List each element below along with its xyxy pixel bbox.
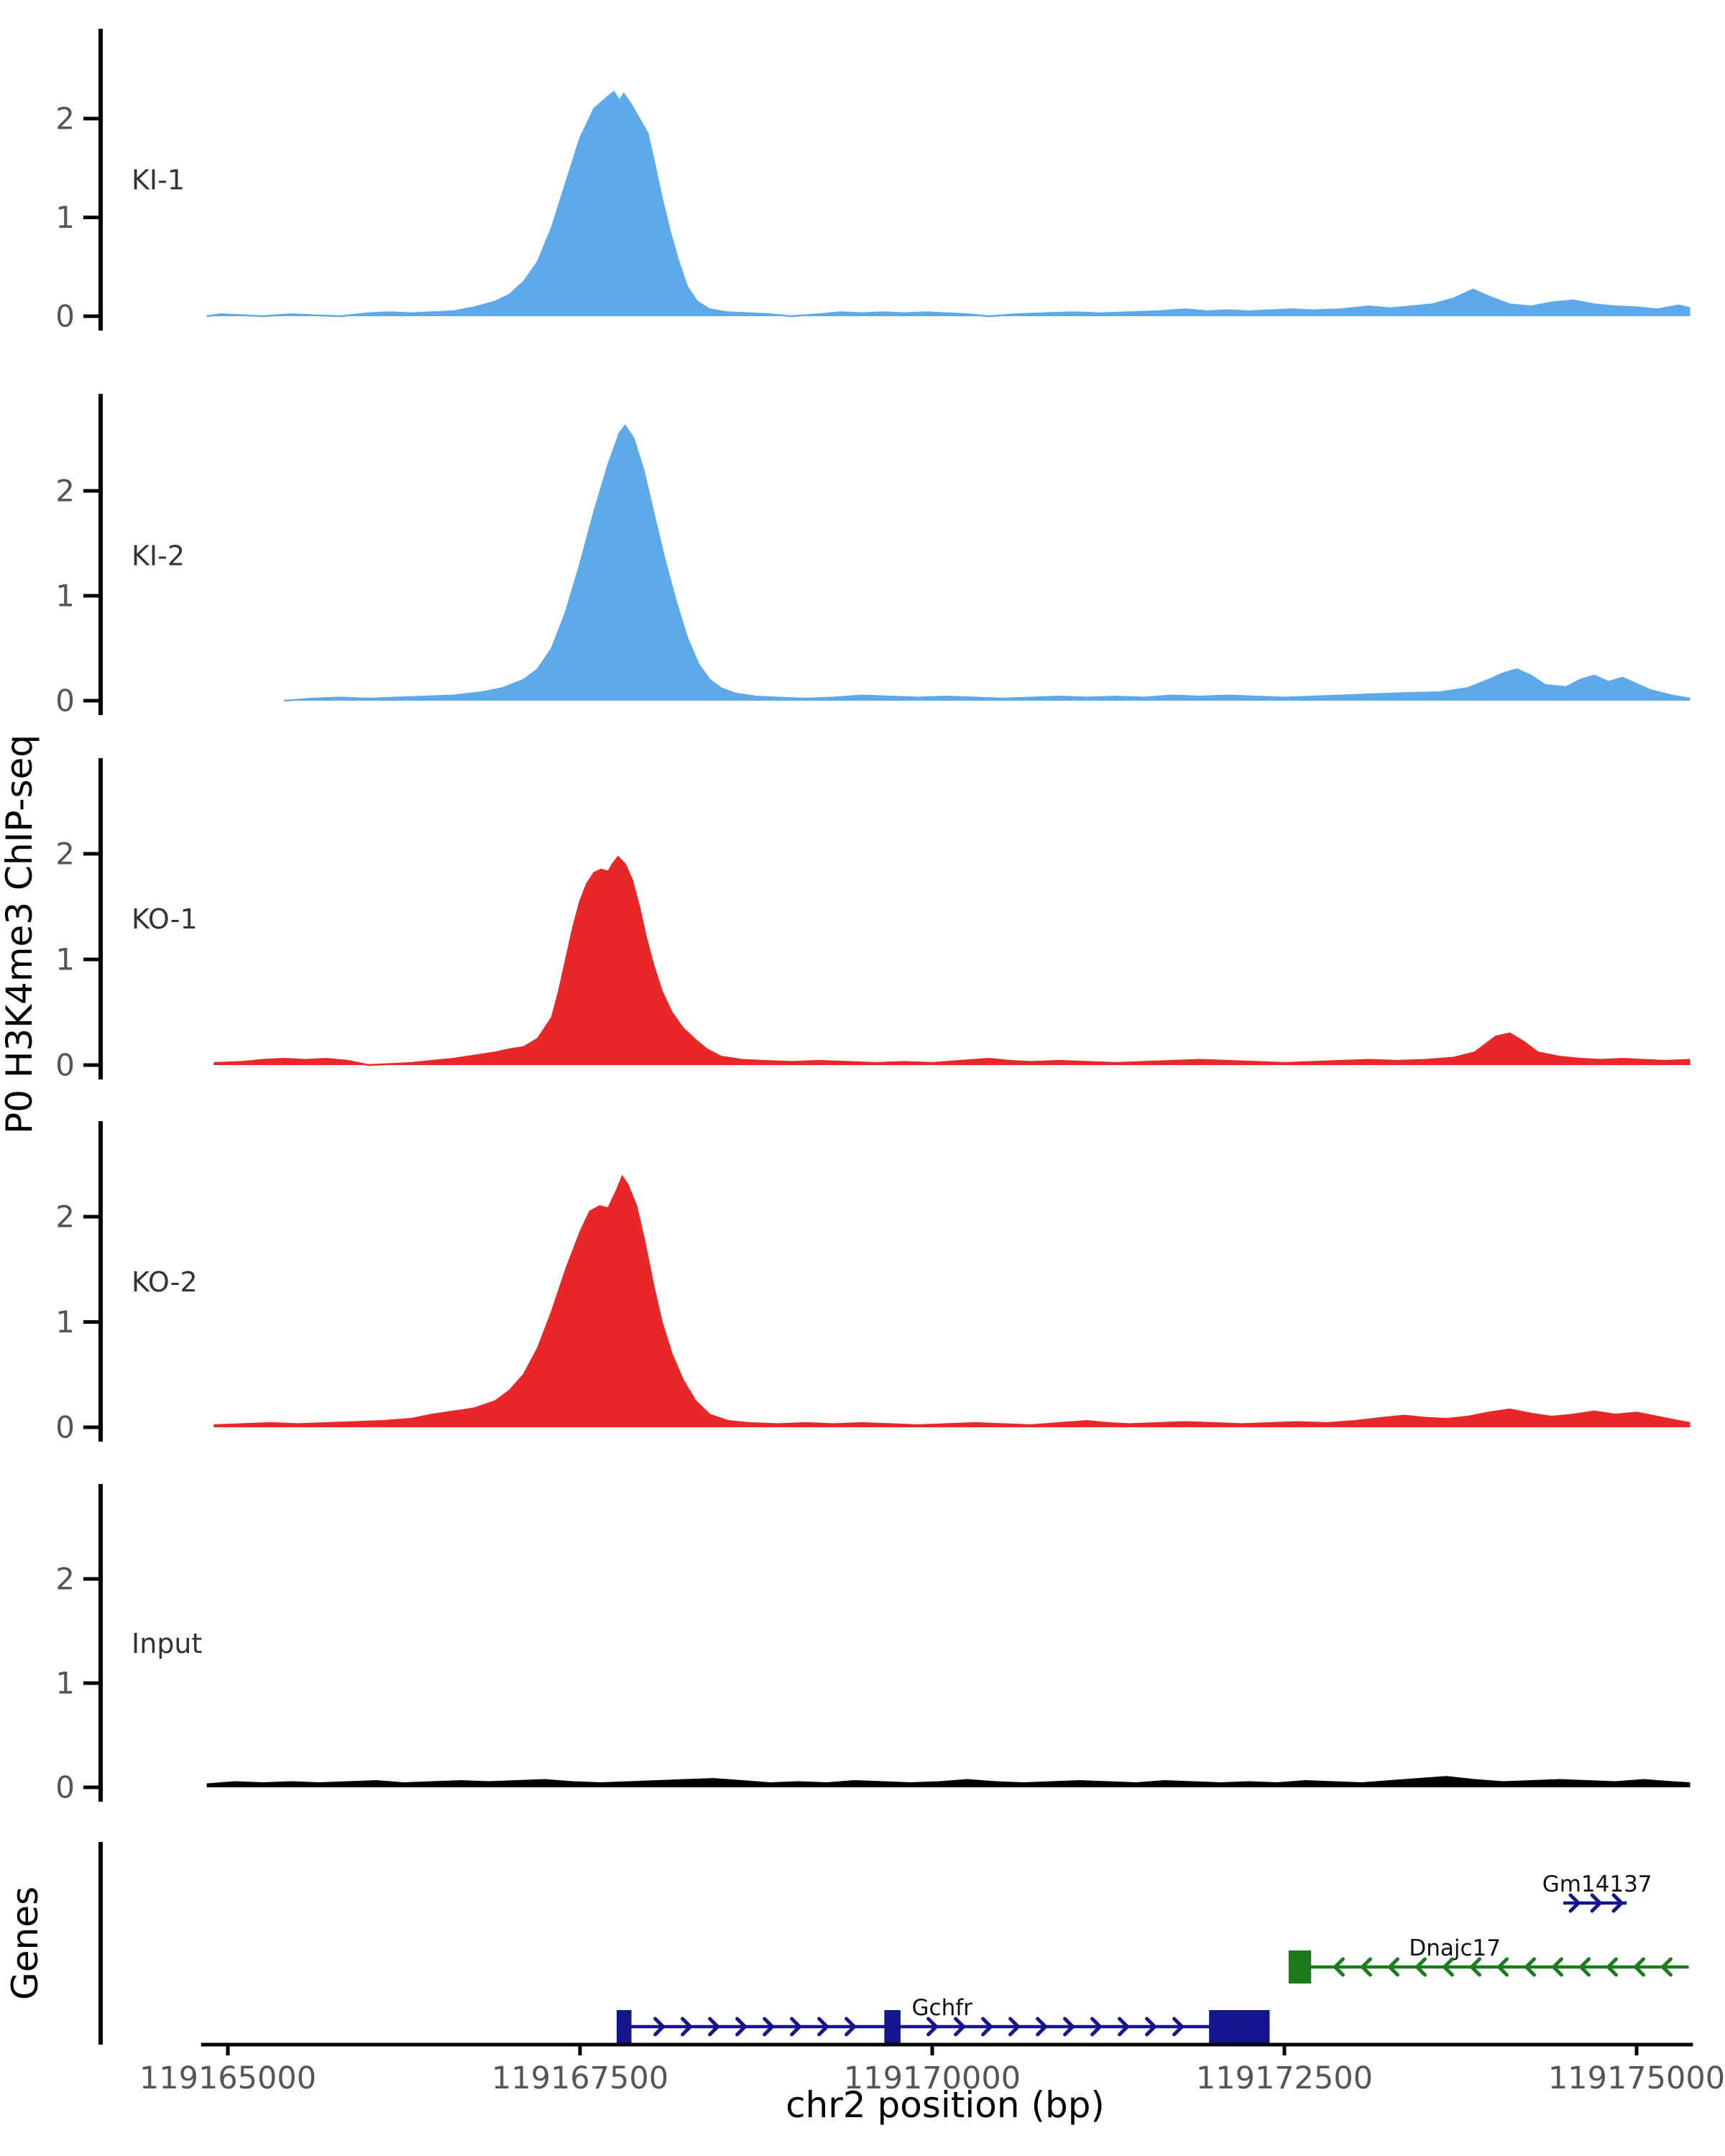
x-tick-label: 119175000 xyxy=(1548,2060,1725,2096)
strand-arrow-right-icon xyxy=(1118,2017,1130,2037)
y-tick-label: 0 xyxy=(55,683,75,719)
x-tick-label: 119170000 xyxy=(844,2060,1021,2096)
y-tick-label: 0 xyxy=(55,1770,75,1805)
signal-outline xyxy=(213,1174,1690,1427)
strand-arrow-right-icon xyxy=(926,2017,939,2037)
strand-arrow-right-icon xyxy=(1036,2017,1048,2037)
strand-arrow-right-icon xyxy=(1090,2017,1103,2037)
strand-arrow-right-icon xyxy=(681,2017,693,2037)
gene-name-label: Dnajc17 xyxy=(1409,1935,1501,1961)
strand-arrow-left-icon xyxy=(1414,1957,1427,1977)
strand-arrow-left-icon xyxy=(1387,1957,1399,1977)
signal-tracks-layer: 0 1 2 KI-1 0 1 2 KI-2 0 1 2 KO-1 0 1 2 KO-2 0 1 2 Input xyxy=(55,29,1690,1805)
strand-arrow-left-icon xyxy=(1333,1957,1345,1977)
track-panel-KI-2: 0 1 2 KI-2 xyxy=(55,394,1690,719)
strand-arrow-right-icon xyxy=(817,2017,829,2037)
track-panel-KI-1: 0 1 2 KI-1 xyxy=(55,29,1690,334)
strand-arrow-left-icon xyxy=(1660,1957,1673,1977)
y-tick-label: 2 xyxy=(55,1562,75,1597)
strand-arrow-left-icon xyxy=(1606,1957,1618,1977)
strand-arrow-right-icon xyxy=(653,2017,666,2037)
gene-Gchfr: Gchfr xyxy=(616,1995,1270,2043)
strand-arrow-left-icon xyxy=(1524,1957,1536,1977)
strand-arrow-right-icon xyxy=(708,2017,720,2037)
signal-area xyxy=(206,91,1690,317)
strand-arrow-right-icon xyxy=(763,2017,775,2037)
strand-arrow-left-icon xyxy=(1578,1957,1591,1977)
x-tick-label: 119172500 xyxy=(1196,2060,1373,2096)
track-label: KI-1 xyxy=(132,164,185,195)
x-axis-layer: 119165000 119167500 119170000 119172500 1191… xyxy=(139,2042,1725,2096)
y-axis-title: P0 H3K4me3 ChIP-seq xyxy=(0,734,40,1134)
strand-arrow-right-icon xyxy=(1063,2017,1075,2037)
y-tick-label: 1 xyxy=(55,1666,75,1701)
signal-outline xyxy=(206,91,1690,318)
x-axis-title: chr2 position (bp) xyxy=(786,2084,1105,2126)
signal-outline xyxy=(284,424,1690,702)
strand-arrow-right-icon xyxy=(981,2017,993,2037)
y-tick-label: 0 xyxy=(55,1410,75,1445)
y-tick-label: 1 xyxy=(55,200,75,235)
x-tick-label: 119167500 xyxy=(492,2060,668,2096)
y-tick-label: 2 xyxy=(55,1199,75,1235)
strand-arrow-right-icon xyxy=(735,2017,748,2037)
gene-name-label: Gchfr xyxy=(912,1995,973,2021)
signal-outline xyxy=(206,1776,1690,1785)
exon-box xyxy=(884,2010,901,2043)
strand-arrow-left-icon xyxy=(1469,1957,1481,1977)
strand-arrow-left-icon xyxy=(1442,1957,1454,1977)
strand-arrow-right-icon xyxy=(954,2017,966,2037)
y-tick-label: 1 xyxy=(55,1304,75,1340)
strand-arrow-right-icon xyxy=(1611,1893,1624,1913)
signal-area xyxy=(284,425,1690,701)
strand-arrow-left-icon xyxy=(1633,1957,1645,1977)
strand-arrow-right-icon xyxy=(1145,2017,1157,2037)
y-tick-label: 1 xyxy=(55,579,75,614)
strand-arrow-left-icon xyxy=(1551,1957,1563,1977)
gene-name-label: Gm14137 xyxy=(1542,1871,1652,1897)
exon-box xyxy=(616,2010,632,2043)
strand-arrow-left-icon xyxy=(1496,1957,1509,1977)
genes-track-layer: Gm14137 Dnajc17 Gchfr xyxy=(98,1842,1689,2045)
y-tick-label: 2 xyxy=(55,837,75,872)
strand-arrow-left-icon xyxy=(1360,1957,1372,1977)
y-tick-label: 2 xyxy=(55,101,75,137)
track-label: Input xyxy=(132,1628,202,1659)
strand-arrow-right-icon xyxy=(1568,1893,1581,1913)
gene-Dnajc17: Dnajc17 xyxy=(1288,1935,1689,1984)
signal-area xyxy=(213,1176,1690,1427)
strand-arrow-right-icon xyxy=(1590,1893,1602,1913)
exon-box xyxy=(1209,2010,1270,2043)
genes-axis-title: Genes xyxy=(4,1886,46,2000)
signal-outline xyxy=(213,855,1690,1067)
exon-box xyxy=(1288,1950,1312,1984)
track-panel-KO-1: 0 1 2 KO-1 xyxy=(55,758,1690,1083)
gene-Gm14137: Gm14137 xyxy=(1542,1871,1652,1913)
track-panel-KO-2: 0 1 2 KO-2 xyxy=(55,1121,1690,1445)
y-tick-label: 2 xyxy=(55,474,75,509)
signal-area xyxy=(213,857,1690,1065)
strand-arrow-right-icon xyxy=(1172,2017,1184,2037)
track-label: KI-2 xyxy=(132,540,185,572)
track-label: KO-2 xyxy=(132,1266,198,1298)
x-tick-label: 119165000 xyxy=(139,2060,316,2096)
y-tick-label: 1 xyxy=(55,942,75,977)
y-tick-label: 0 xyxy=(55,1048,75,1083)
y-tick-label: 0 xyxy=(55,299,75,334)
strand-arrow-right-icon xyxy=(1008,2017,1021,2037)
strand-arrow-right-icon xyxy=(845,2017,857,2037)
strand-arrow-right-icon xyxy=(790,2017,802,2037)
track-panel-Input: 0 1 2 Input xyxy=(55,1484,1690,1805)
track-label: KO-1 xyxy=(132,903,198,935)
